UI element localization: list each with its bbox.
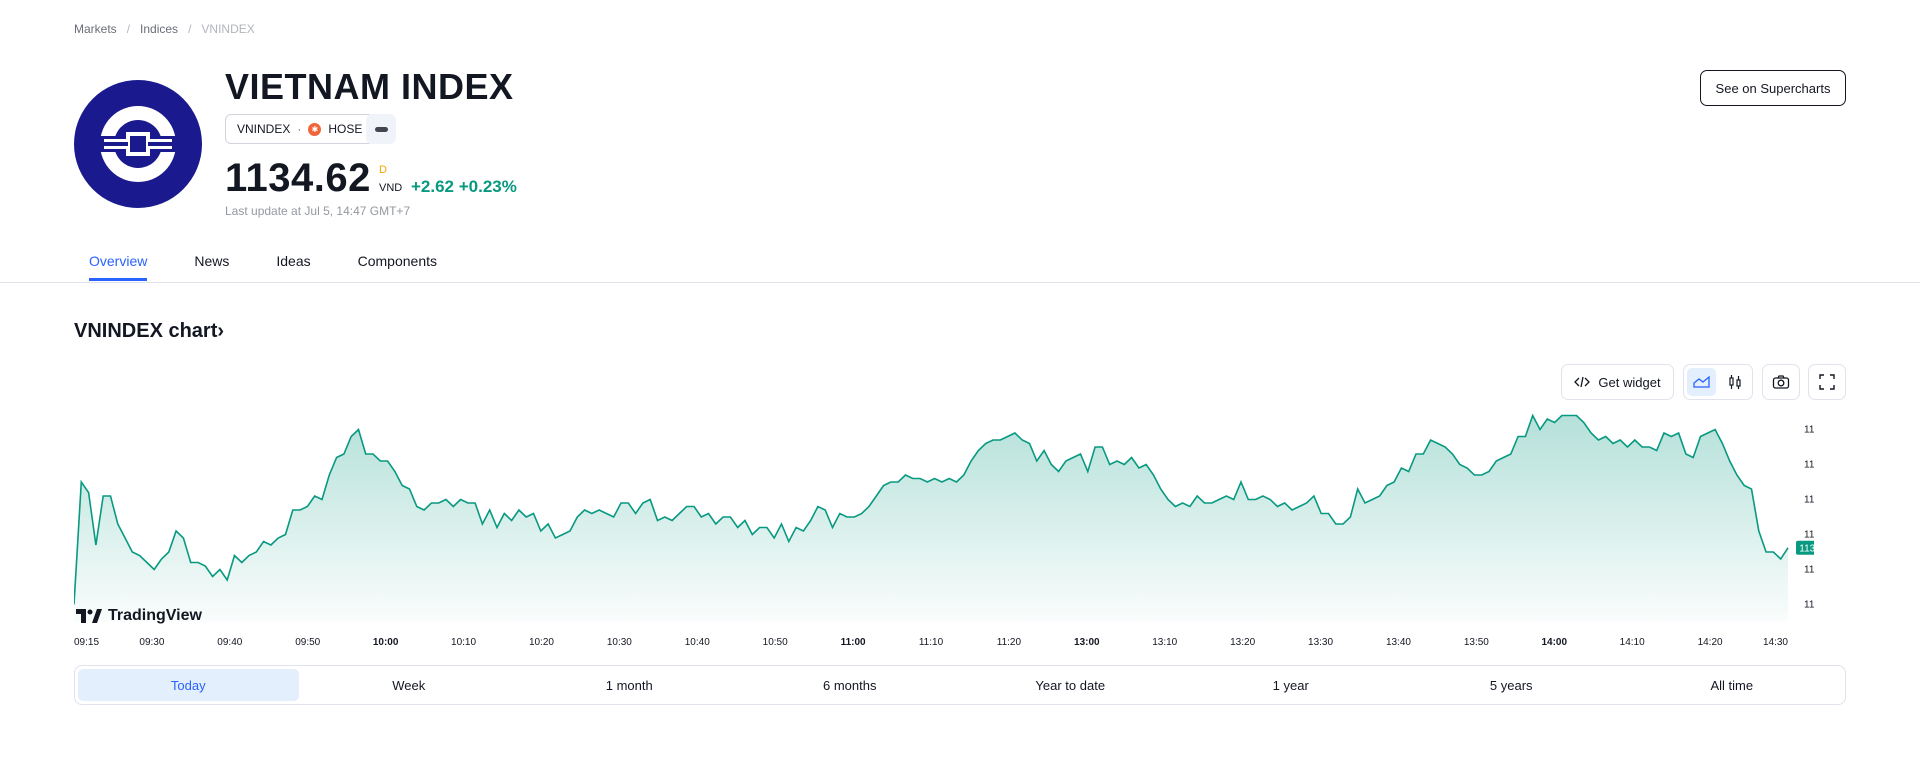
range-1-month[interactable]: 1 month xyxy=(605,677,653,693)
instrument-title: VIETNAM INDEX xyxy=(225,66,514,107)
y-tick-label: 1133.00 xyxy=(1804,600,1814,611)
x-tick-label: 10:20 xyxy=(529,637,554,648)
x-tick-label: 13:10 xyxy=(1152,637,1177,648)
x-tick-label: 09:40 xyxy=(217,637,242,648)
x-tick-label: 14:00 xyxy=(1541,637,1567,648)
fullscreen-button[interactable] xyxy=(1808,364,1846,400)
more-icon xyxy=(374,126,388,132)
x-tick-label: 13:40 xyxy=(1386,637,1411,648)
chevron-right-icon: › xyxy=(217,320,225,342)
x-tick-label: 10:50 xyxy=(763,637,788,648)
x-tick-label: 14:20 xyxy=(1698,637,1723,648)
price-area-fill xyxy=(74,415,1788,622)
price-flag: D xyxy=(379,164,387,176)
x-tick-label: 09:15 xyxy=(74,637,99,648)
x-tick-label: 11:00 xyxy=(841,637,866,648)
x-tick-label: 10:00 xyxy=(373,637,399,648)
get-widget-label: Get widget xyxy=(1598,374,1661,390)
breadcrumb-markets[interactable]: Markets xyxy=(74,22,117,36)
camera-icon xyxy=(1772,375,1790,389)
exchange-icon: ✱ xyxy=(308,122,322,136)
chart-canvas[interactable]: 1133.00 1134.00 1135.00 1136.00 1137.00 1138.… xyxy=(73,412,1840,662)
x-tick-label: 10:10 xyxy=(451,637,476,648)
y-tick-label: 1135.00 xyxy=(1804,530,1814,541)
last-price-label: 1134.62 xyxy=(1799,543,1814,554)
area-chart-icon xyxy=(1692,375,1710,388)
tab-overview[interactable]: Overview xyxy=(89,253,148,281)
chart-type-toggle xyxy=(1683,364,1753,400)
x-tick-label: 14:10 xyxy=(1620,637,1645,648)
chart-title: VNINDEX chart xyxy=(74,320,218,342)
range-1-year[interactable]: 1 year xyxy=(1272,677,1309,693)
breadcrumb: Markets / Indices / VNINDEX xyxy=(74,22,255,36)
x-tick-label: 13:30 xyxy=(1308,637,1333,648)
snapshot-button[interactable] xyxy=(1762,364,1800,400)
range-5-years[interactable]: 5 years xyxy=(1489,677,1533,693)
y-tick-label: 1134.00 xyxy=(1804,565,1814,576)
currency-label: VND xyxy=(379,182,403,194)
price-chart[interactable]: 1133.00 1134.00 1135.00 1136.00 1137.00 1138.… xyxy=(73,412,1840,662)
breadcrumb-separator: / xyxy=(188,22,192,36)
x-tick-label: 11:10 xyxy=(919,637,944,648)
breadcrumb-indices[interactable]: Indices xyxy=(140,22,179,36)
tab-components[interactable]: Components xyxy=(357,253,438,269)
change-percent: +0.23% xyxy=(458,177,517,196)
exchange-label: HOSE xyxy=(328,122,363,136)
tradingview-logo-icon xyxy=(76,609,102,623)
candles-icon xyxy=(1728,375,1741,389)
x-tick-label: 09:30 xyxy=(139,637,164,648)
current-price: 1134.62 xyxy=(225,156,371,200)
more-button[interactable] xyxy=(366,114,396,144)
price-series-line xyxy=(73,413,1789,605)
symbol-tag[interactable]: VNINDEX · ✱ HOSE xyxy=(225,114,375,144)
range-all-time[interactable]: All time xyxy=(1710,677,1754,693)
x-tick-label: 09:50 xyxy=(295,637,320,648)
dot-separator: · xyxy=(297,122,302,136)
range-week[interactable]: Week xyxy=(392,677,426,693)
chart-title-link[interactable]: VNINDEX chart› xyxy=(74,320,224,343)
breadcrumb-current: VNINDEX xyxy=(201,22,255,36)
see-on-supercharts-button[interactable]: See on Supercharts xyxy=(1700,70,1846,106)
code-icon xyxy=(1574,376,1591,388)
section-tabs: Overview News Ideas Components xyxy=(74,253,484,281)
candle-chart-button[interactable] xyxy=(1720,368,1749,396)
x-tick-label: 11:20 xyxy=(997,637,1022,648)
time-range-selector: Today Week 1 month 6 months Year to date… xyxy=(74,665,1846,705)
area-chart-button[interactable] xyxy=(1687,368,1716,396)
y-tick-label: 1137.00 xyxy=(1804,460,1814,471)
last-update: Last update at Jul 5, 14:47 GMT+7 xyxy=(225,204,411,218)
tab-news[interactable]: News xyxy=(194,253,230,269)
index-logo xyxy=(74,80,202,208)
y-tick-label: 1138.00 xyxy=(1804,425,1814,436)
range-6-months[interactable]: 6 months xyxy=(823,677,877,693)
tabs-divider xyxy=(0,282,1920,283)
get-widget-button[interactable]: Get widget xyxy=(1561,364,1674,400)
range-year-to-date[interactable]: Year to date xyxy=(1035,677,1106,693)
tab-ideas[interactable]: Ideas xyxy=(276,253,311,269)
vnindex-logo-icon xyxy=(100,106,176,182)
x-tick-label: 14:30 xyxy=(1763,637,1788,648)
x-tick-label: 10:30 xyxy=(607,637,632,648)
breadcrumb-separator: / xyxy=(126,22,131,36)
range-today[interactable]: Today xyxy=(78,669,299,701)
price-change: +2.62 +0.23% xyxy=(411,177,517,197)
tradingview-brand[interactable]: TradingView xyxy=(76,607,202,625)
symbol-label: VNINDEX xyxy=(237,122,291,136)
x-tick-label: 13:00 xyxy=(1074,637,1100,648)
x-tick-label: 13:50 xyxy=(1464,637,1489,648)
change-value: +2.62 xyxy=(411,177,455,196)
y-tick-label: 1136.00 xyxy=(1804,495,1814,506)
fullscreen-icon xyxy=(1819,374,1835,390)
tradingview-label: TradingView xyxy=(108,607,202,624)
x-tick-label: 10:40 xyxy=(685,637,710,648)
x-tick-label: 13:20 xyxy=(1230,637,1255,648)
